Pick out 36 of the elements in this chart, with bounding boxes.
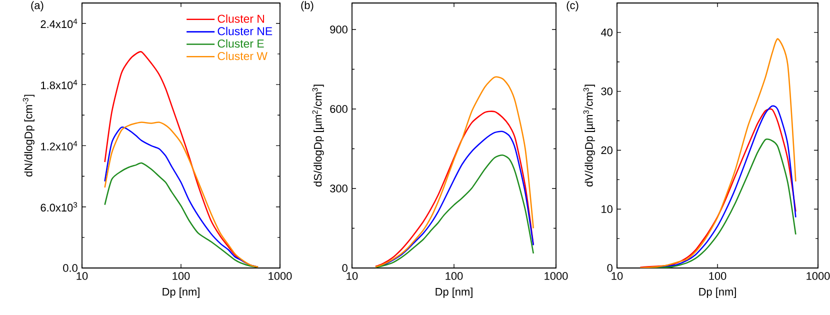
y-axis-title: dS/dlogDp [µm$^{2}$/cm$^{3}$] (312, 84, 324, 187)
x-tick-label: 10 (346, 272, 358, 280)
x-tick-label: 1000 (268, 272, 292, 280)
x-tick-label: 10 (76, 272, 88, 280)
y-axis-title: dV/dlogDp [µm$^{3}$/cm$^{3}$] (583, 84, 595, 187)
legend-label: Cluster N (218, 14, 264, 23)
x-tick-label: 10 (612, 272, 623, 280)
y-tick-label: 1.8x10$^{4}$ (41, 80, 78, 90)
x-axis-title: Dp [nm] (699, 288, 736, 298)
x-tick-label: 100 (172, 272, 190, 280)
legend-label: Cluster E (218, 39, 264, 48)
x-tick-label: 100 (709, 272, 726, 280)
y-tick-label: 0 (607, 264, 612, 272)
x-tick-label: 1000 (544, 272, 568, 280)
x-axis-title: Dp [nm] (436, 288, 472, 298)
y-tick-label: 0.0 (63, 264, 78, 272)
chart-title: (c) (566, 1, 578, 12)
y-tick-label: 30 (601, 87, 612, 96)
y-tick-label: 900 (330, 26, 348, 34)
x-axis-title: Dp [nm] (162, 288, 200, 298)
y-tick-label: 2.4x10$^{4}$ (40, 18, 78, 28)
y-tick-label: 0 (342, 264, 348, 272)
x-tick-label: 1000 (806, 272, 830, 280)
y-tick-label: 1.2x10$^{4}$ (41, 141, 78, 150)
legend-label: Cluster W (218, 52, 268, 60)
y-tick-label: 40 (600, 28, 612, 36)
chart-title: (b) (301, 1, 314, 12)
legend-label: Cluster NE (218, 26, 272, 36)
x-tick-label: 100 (446, 272, 463, 280)
chart-title: (a) (31, 1, 44, 12)
y-axis-title: dN/dlogDp [cm$^{-3}$] (22, 94, 34, 176)
y-tick-label: 300 (330, 184, 348, 192)
y-tick-label: 20 (601, 146, 612, 154)
y-tick-label: 600 (330, 105, 348, 113)
y-tick-label: 6.0x10$^{3}$ (40, 202, 78, 212)
y-tick-label: 10 (602, 205, 612, 213)
